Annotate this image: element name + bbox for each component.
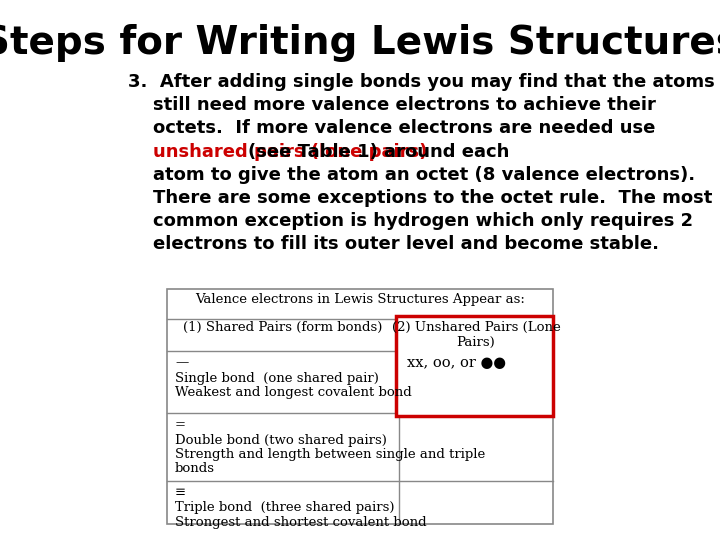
Text: ≡: ≡ <box>175 486 186 499</box>
Text: bonds: bonds <box>175 462 215 475</box>
Text: Strongest and shortest covalent bond: Strongest and shortest covalent bond <box>175 516 427 529</box>
Text: atom to give the atom an octet (8 valence electrons).: atom to give the atom an octet (8 valenc… <box>128 166 696 184</box>
Text: electrons to fill its outer level and become stable.: electrons to fill its outer level and be… <box>128 235 659 253</box>
Text: (see Table 1) around each: (see Table 1) around each <box>248 143 510 160</box>
Text: still need more valence electrons to achieve their: still need more valence electrons to ach… <box>128 96 656 114</box>
Text: Steps for Writing Lewis Structures: Steps for Writing Lewis Structures <box>0 24 720 62</box>
FancyBboxPatch shape <box>167 289 553 524</box>
Text: Valence electrons in Lewis Structures Appear as:: Valence electrons in Lewis Structures Ap… <box>195 293 525 306</box>
Text: xx, oo, or ●●: xx, oo, or ●● <box>407 356 506 370</box>
Text: Double bond (two shared pairs): Double bond (two shared pairs) <box>175 434 387 447</box>
FancyBboxPatch shape <box>397 316 553 416</box>
Text: (2) Unshared Pairs (Lone
Pairs): (2) Unshared Pairs (Lone Pairs) <box>392 321 560 349</box>
Text: Single bond  (one shared pair): Single bond (one shared pair) <box>175 372 379 384</box>
Text: There are some exceptions to the octet rule.  The most: There are some exceptions to the octet r… <box>128 189 713 207</box>
Text: Strength and length between single and triple: Strength and length between single and t… <box>175 448 485 461</box>
Text: =: = <box>175 418 186 431</box>
Text: unshared pairs (lone pairs): unshared pairs (lone pairs) <box>128 143 433 160</box>
Text: common exception is hydrogen which only requires 2: common exception is hydrogen which only … <box>128 212 693 230</box>
Text: (1) Shared Pairs (form bonds): (1) Shared Pairs (form bonds) <box>184 321 383 334</box>
Text: —: — <box>175 356 188 369</box>
Text: Triple bond  (three shared pairs): Triple bond (three shared pairs) <box>175 501 395 514</box>
Text: octets.  If more valence electrons are needed use: octets. If more valence electrons are ne… <box>128 119 655 137</box>
Text: 3.  After adding single bonds you may find that the atoms: 3. After adding single bonds you may fin… <box>128 73 715 91</box>
Text: Weakest and longest covalent bond: Weakest and longest covalent bond <box>175 386 412 399</box>
